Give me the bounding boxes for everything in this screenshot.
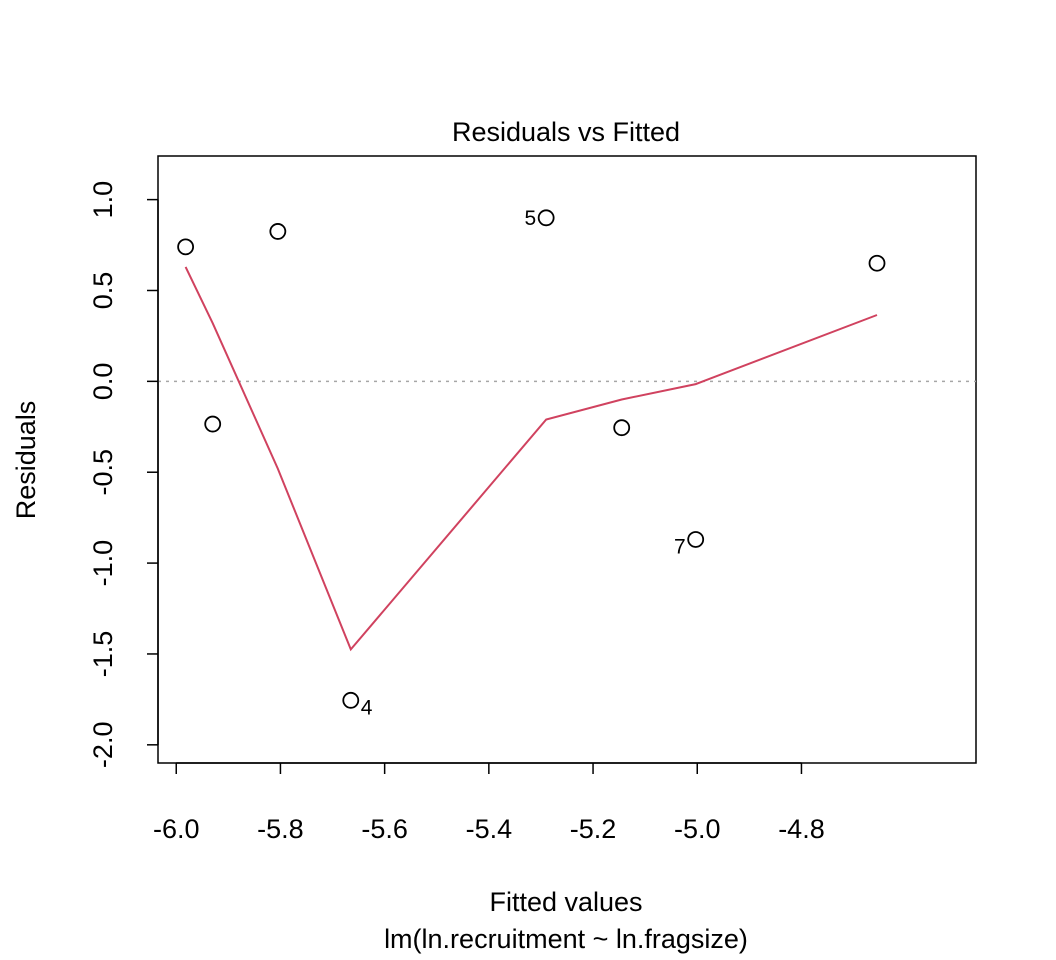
data-point: [868, 254, 886, 272]
y-axis-title: Residuals: [11, 401, 41, 520]
data-point: [537, 209, 555, 227]
point-label: 4: [361, 696, 373, 719]
chart-title: Residuals vs Fitted: [452, 117, 680, 147]
x-tick-label: -6.0: [153, 814, 200, 844]
data-point: [613, 419, 631, 437]
x-axis-title: Fitted values: [489, 887, 642, 917]
y-tick-label: 1.0: [88, 181, 118, 219]
x-tick-label: -5.2: [570, 814, 617, 844]
data-point: [204, 415, 222, 433]
x-tick-label: -5.0: [674, 814, 721, 844]
data-point: [269, 223, 287, 240]
point-label: 5: [524, 207, 536, 230]
y-axis: -2.0 -1.5 -1.0 -0.5 0.0 0.5 1.0: [88, 181, 159, 769]
x-axis-subtitle: lm(ln.recruitment ~ ln.fragsize): [384, 924, 748, 954]
y-tick-label: -1.5: [88, 631, 118, 678]
y-tick-label: -0.5: [88, 449, 118, 496]
x-tick-label: -5.6: [361, 814, 408, 844]
x-tick-label: -5.8: [257, 814, 304, 844]
smoother-line: [184, 266, 878, 652]
point-label: 7: [674, 535, 686, 558]
x-tick-label: -5.4: [466, 814, 513, 844]
data-point: [687, 531, 705, 548]
plot-frame: [157, 155, 977, 764]
smoother-layer: [184, 266, 878, 652]
x-tick-label: -4.8: [778, 814, 825, 844]
x-axis: -6.0 -5.8 -5.6 -5.4 -5.2 -5.0 -4.8: [153, 762, 825, 844]
points-layer: 4 5 7: [177, 207, 886, 719]
data-point: [177, 238, 195, 256]
y-tick-label: -1.0: [88, 540, 118, 587]
y-tick-label: 0.0: [88, 363, 118, 401]
y-tick-label: -2.0: [88, 722, 118, 769]
y-tick-label: 0.5: [88, 272, 118, 310]
data-point: [342, 691, 360, 709]
